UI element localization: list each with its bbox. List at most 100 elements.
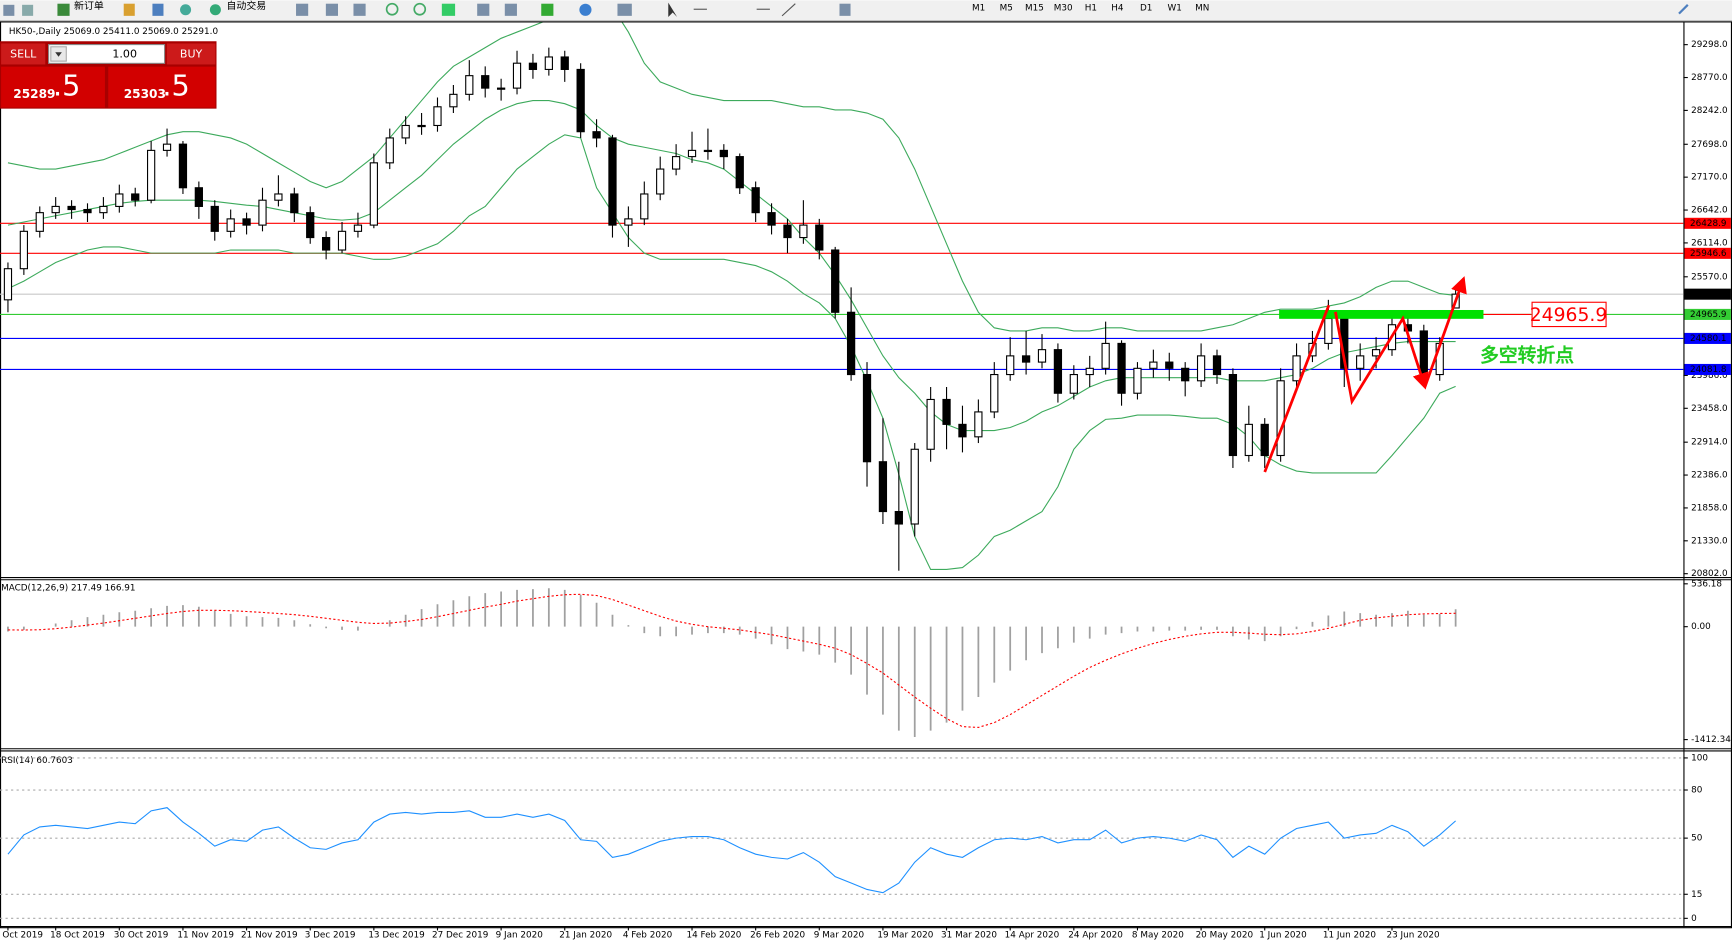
icon[interactable] bbox=[57, 3, 70, 16]
ask-box[interactable] bbox=[108, 66, 216, 108]
x-tick-label: 14 Feb 2020 bbox=[686, 930, 741, 940]
x-tick-label: 9 Mar 2020 bbox=[814, 930, 865, 940]
y-tick-label: 27170.0 bbox=[1691, 173, 1728, 183]
x-tick-label: 23 Jun 2020 bbox=[1386, 930, 1439, 940]
icon[interactable] bbox=[413, 2, 427, 16]
chart-frame bbox=[0, 21, 1732, 929]
candle-body bbox=[417, 124, 426, 128]
candle-body bbox=[3, 268, 13, 301]
y-tick-label: 26642.0 bbox=[1691, 206, 1728, 216]
candle-body bbox=[146, 149, 156, 201]
y-tick-label: 25570.0 bbox=[1691, 272, 1728, 282]
period-button[interactable]: H4 bbox=[1111, 4, 1124, 14]
rsi-plot bbox=[0, 757, 1684, 919]
candle-body bbox=[481, 75, 490, 89]
lots-value[interactable]: 1.00 bbox=[112, 48, 137, 61]
icon[interactable] bbox=[781, 3, 796, 17]
candle-body bbox=[990, 373, 999, 413]
icon[interactable] bbox=[22, 4, 34, 16]
x-tick-label: 27 Dec 2019 bbox=[432, 930, 488, 940]
icon[interactable] bbox=[325, 3, 339, 16]
candle-body bbox=[910, 448, 919, 525]
new-order-button[interactable]: 新订单 bbox=[74, 0, 104, 12]
candle-body bbox=[306, 212, 315, 239]
x-tick-label: 18 Oct 2019 bbox=[50, 930, 105, 940]
period-button[interactable]: M15 bbox=[1025, 4, 1044, 14]
icon[interactable] bbox=[579, 3, 592, 16]
candle-body bbox=[560, 56, 569, 70]
candle-body bbox=[703, 149, 713, 153]
icon[interactable] bbox=[353, 3, 366, 16]
icon[interactable] bbox=[617, 3, 632, 16]
candle-body bbox=[274, 193, 283, 201]
candle-body bbox=[51, 205, 60, 214]
sell-label[interactable]: SELL bbox=[10, 48, 37, 61]
candle-body bbox=[1196, 355, 1206, 382]
candle-body bbox=[401, 124, 410, 139]
candle-body bbox=[1006, 355, 1015, 376]
candle-body bbox=[687, 149, 697, 158]
candle-body bbox=[1292, 355, 1301, 382]
icon[interactable] bbox=[123, 3, 135, 16]
period-button[interactable]: M30 bbox=[1054, 4, 1073, 14]
period-button[interactable]: W1 bbox=[1168, 4, 1182, 14]
icon[interactable] bbox=[839, 3, 851, 16]
icon[interactable] bbox=[180, 4, 192, 16]
candle-body bbox=[99, 205, 108, 214]
icon[interactable] bbox=[3, 4, 15, 16]
lots-input[interactable] bbox=[48, 44, 166, 64]
icon[interactable] bbox=[209, 4, 221, 16]
y-tick-label: 23458.0 bbox=[1691, 404, 1728, 414]
candle-body bbox=[640, 193, 649, 220]
bid-box[interactable] bbox=[1, 66, 105, 108]
buy-label[interactable]: BUY bbox=[180, 48, 203, 61]
candle-body bbox=[815, 224, 824, 251]
icon[interactable] bbox=[504, 3, 517, 16]
candle-body bbox=[831, 249, 840, 313]
candle-body bbox=[878, 461, 888, 513]
icon[interactable] bbox=[541, 3, 554, 16]
candle-body bbox=[544, 56, 553, 70]
period-buttons: M1 M5 M15 M30 H1 H4 D1 W1 MN bbox=[972, 4, 1209, 14]
candle-body bbox=[83, 208, 92, 214]
indicator-line bbox=[7, 100, 1456, 432]
icon[interactable] bbox=[477, 3, 490, 16]
candle-body bbox=[1181, 367, 1190, 382]
y-tick-label: 20802.0 bbox=[1691, 569, 1728, 579]
y-tick-label: 80 bbox=[1691, 786, 1703, 796]
period-button[interactable]: MN bbox=[1195, 4, 1209, 14]
period-button[interactable]: H1 bbox=[1085, 4, 1097, 14]
axes: 29298.0 28770.0 28242.0 27698.0 27170.0 26642… bbox=[2, 40, 1731, 940]
indicator-line bbox=[7, 593, 1456, 728]
candle-body bbox=[608, 137, 617, 226]
y-tick-label: 15 bbox=[1691, 890, 1702, 900]
y-tick-label: 26114.0 bbox=[1691, 238, 1728, 248]
period-button[interactable]: D1 bbox=[1140, 4, 1152, 14]
toolbar bbox=[0, 0, 1732, 21]
auto-trading-button[interactable]: 自动交易 bbox=[226, 0, 266, 12]
candle-body bbox=[496, 87, 506, 90]
bid-pip: .5 bbox=[53, 69, 80, 103]
candle-body bbox=[624, 218, 633, 226]
sell-button[interactable] bbox=[1, 43, 46, 65]
price-level-label: 26428.9 bbox=[1690, 219, 1727, 229]
y-tick-label: 29298.0 bbox=[1691, 40, 1728, 50]
buy-button[interactable] bbox=[166, 43, 216, 65]
x-tick-label: 11 Nov 2019 bbox=[177, 930, 234, 940]
period-button[interactable]: M5 bbox=[1000, 4, 1013, 14]
icon[interactable] bbox=[296, 3, 309, 16]
y-tick-label: 21330.0 bbox=[1691, 536, 1728, 546]
macd-title: MACD(12,26,9) 217.49 166.91 bbox=[1, 584, 135, 594]
x-tick-label: 9 Jan 2020 bbox=[496, 930, 544, 940]
candle-body bbox=[258, 199, 267, 226]
period-button[interactable]: M1 bbox=[972, 4, 985, 14]
candle-body bbox=[671, 156, 681, 170]
candle-body bbox=[1133, 367, 1142, 394]
ask-pip: .5 bbox=[162, 69, 189, 103]
icon[interactable] bbox=[385, 2, 399, 16]
icon[interactable] bbox=[152, 3, 164, 16]
icon[interactable] bbox=[441, 3, 456, 16]
candle-body bbox=[433, 106, 442, 127]
candle-body bbox=[115, 193, 124, 207]
icon[interactable] bbox=[1678, 4, 1689, 15]
